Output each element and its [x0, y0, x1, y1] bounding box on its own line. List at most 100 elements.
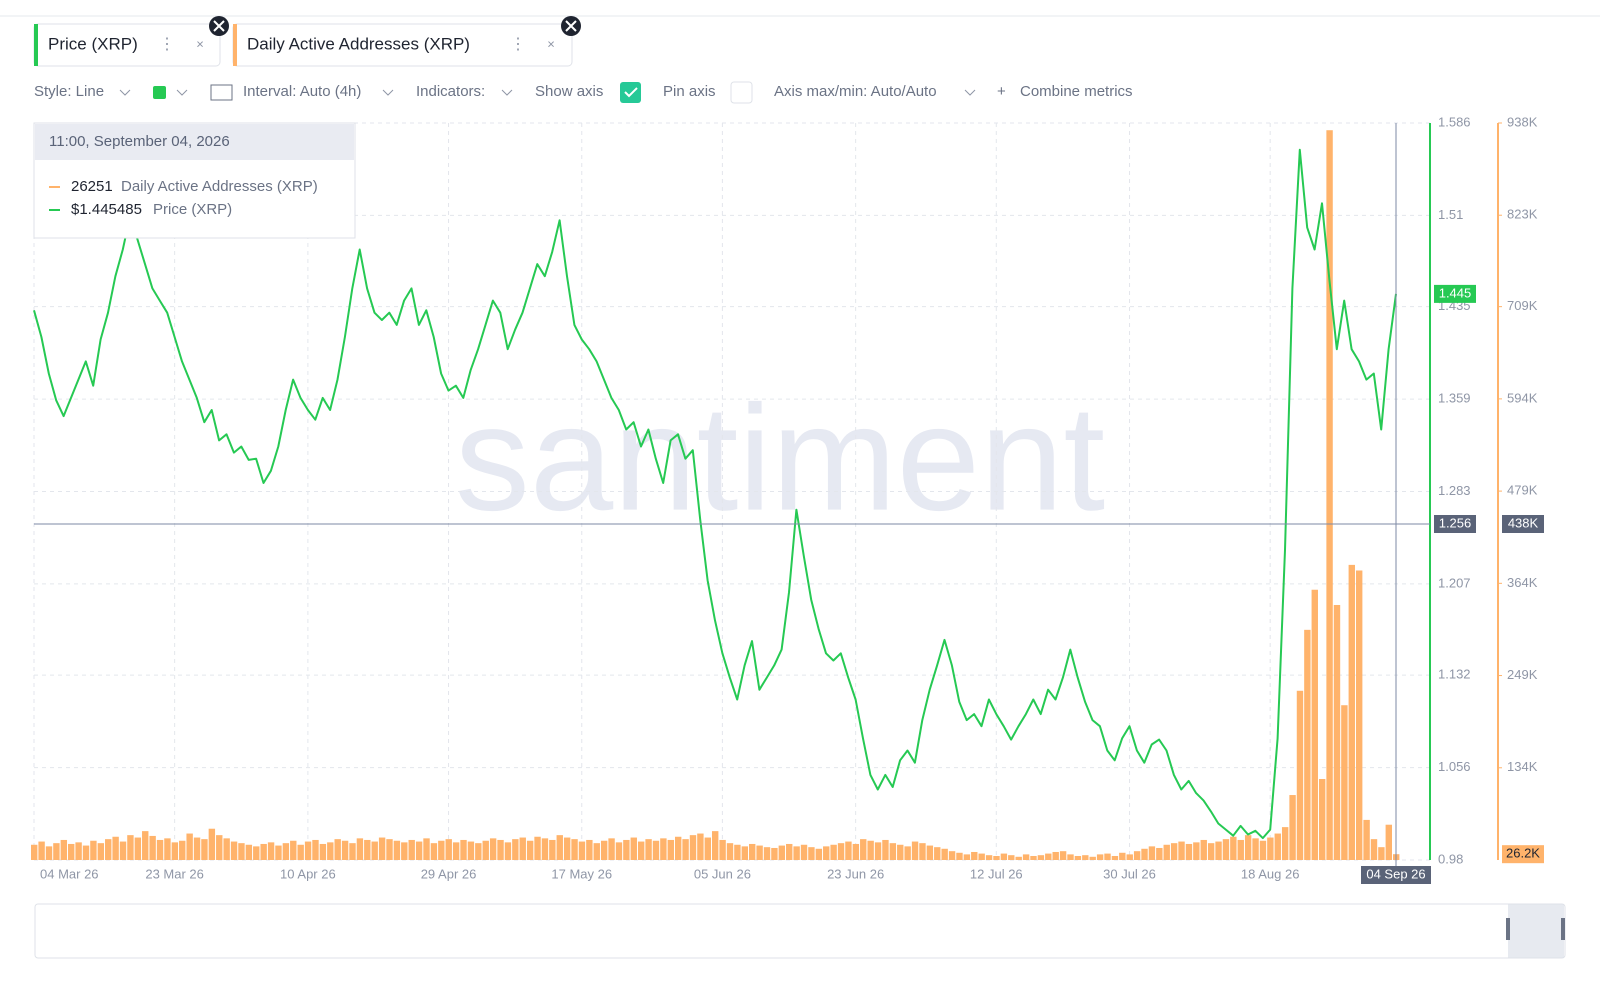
- crosshair-price: 1.256: [1439, 515, 1472, 530]
- bar: [1200, 839, 1207, 860]
- tooltip-time: 11:00, September 04, 2026: [49, 133, 230, 150]
- bar: [660, 838, 667, 860]
- bar: [734, 844, 741, 860]
- bar: [1326, 130, 1333, 860]
- interval-icon: [210, 84, 233, 101]
- bar: [31, 844, 38, 860]
- tooltip: 11:00, September 04, 2026 26251 Daily Ac…: [33, 122, 356, 239]
- bar: [667, 839, 674, 860]
- bar: [393, 840, 401, 860]
- bar: [578, 841, 586, 860]
- bar: [105, 839, 112, 860]
- close-button[interactable]: [561, 16, 581, 36]
- y2-tick-label: 938K: [1507, 114, 1538, 129]
- bar: [1185, 843, 1193, 860]
- watermark: santiment: [455, 374, 1105, 542]
- metric-chip[interactable]: Price (XRP) ⋮ ×: [33, 23, 221, 67]
- y2-tick-label: 249K: [1507, 667, 1538, 682]
- bar: [430, 843, 438, 860]
- bar: [1230, 836, 1237, 860]
- bar: [267, 842, 275, 860]
- bar: [1126, 854, 1133, 860]
- bar: [941, 848, 948, 860]
- bar: [223, 838, 230, 860]
- bar: [1156, 847, 1163, 860]
- bar: [216, 835, 223, 860]
- bar: [149, 835, 156, 860]
- bar: [245, 844, 253, 860]
- bar: [800, 844, 808, 860]
- bar: [1148, 846, 1156, 860]
- bar: [53, 843, 60, 860]
- plus-icon: +: [997, 83, 1006, 100]
- bar: [230, 841, 238, 860]
- bar: [45, 846, 53, 860]
- bar: [1378, 847, 1385, 860]
- bar: [1037, 855, 1045, 860]
- bar: [652, 840, 660, 860]
- bar: [1119, 852, 1126, 860]
- bar: [297, 844, 304, 860]
- bar: [1355, 570, 1363, 860]
- show-axis-checkbox[interactable]: [620, 82, 641, 103]
- axis-range-select[interactable]: Axis max/min: Auto/Auto: [774, 83, 937, 100]
- x-tick-label: 23 Jun 26: [827, 866, 884, 881]
- bar: [786, 843, 793, 860]
- y-tick-label: 1.586: [1438, 114, 1471, 129]
- bar: [741, 846, 749, 860]
- bar: [808, 847, 815, 860]
- bar: [1193, 842, 1200, 860]
- tooltip-value: $1.445485: [71, 201, 142, 218]
- color-select[interactable]: [153, 86, 166, 99]
- bar: [127, 835, 134, 860]
- current-value-label: 26.2K: [1506, 846, 1540, 861]
- show-axis-label: Show axis: [535, 83, 603, 100]
- bar: [1267, 837, 1274, 860]
- bar: [475, 843, 482, 860]
- bar: [253, 846, 260, 860]
- y2-tick-label: 823K: [1507, 207, 1538, 222]
- indicators-select[interactable]: Indicators:: [416, 83, 485, 100]
- bar: [674, 836, 682, 860]
- bar: [401, 842, 408, 860]
- bar: [1096, 854, 1104, 860]
- close-button[interactable]: [209, 16, 229, 36]
- pin-axis-checkbox[interactable]: [730, 81, 753, 104]
- tooltip-value: 26251: [71, 178, 113, 195]
- bar: [1104, 853, 1111, 860]
- metric-name: Daily Active Addresses (XRP): [247, 34, 470, 53]
- bar: [985, 855, 993, 860]
- bar: [423, 838, 430, 860]
- crosshair-badge: [1502, 515, 1544, 533]
- bar: [201, 839, 208, 860]
- metric-name: Price (XRP): [48, 34, 138, 53]
- y-tick-label: 1.51: [1438, 207, 1463, 222]
- bar: [719, 839, 726, 860]
- bar: [645, 839, 652, 860]
- bar: [504, 842, 512, 860]
- bar: [1059, 851, 1067, 860]
- tooltip-metric: Price (XRP): [153, 201, 232, 218]
- x-tick-label: 23 Mar 26: [145, 866, 204, 881]
- bar: [697, 833, 704, 860]
- bar: [837, 843, 845, 860]
- bar: [371, 841, 378, 860]
- x-tick-label: 17 May 26: [551, 866, 612, 881]
- metric-chip[interactable]: Daily Active Addresses (XRP) ⋮ ×: [232, 23, 573, 67]
- interval-select[interactable]: Interval: Auto (4h): [243, 83, 361, 100]
- y2-tick-label: 594K: [1507, 390, 1538, 405]
- navigator[interactable]: [34, 903, 1566, 959]
- style-select[interactable]: Style: Line: [34, 83, 104, 100]
- bar: [563, 837, 571, 860]
- svg-text:⋮: ⋮: [159, 36, 175, 53]
- bar: [238, 843, 245, 860]
- bar: [1030, 855, 1037, 860]
- combine-metrics[interactable]: Combine metrics: [1020, 83, 1133, 100]
- bar: [608, 838, 615, 860]
- bar: [867, 840, 874, 860]
- bar: [119, 841, 127, 860]
- bar: [467, 841, 475, 860]
- plot: 0.981.0561.1321.2071.2831.3591.4351.511.…: [31, 114, 1544, 884]
- bar: [815, 848, 823, 860]
- bar: [304, 841, 312, 860]
